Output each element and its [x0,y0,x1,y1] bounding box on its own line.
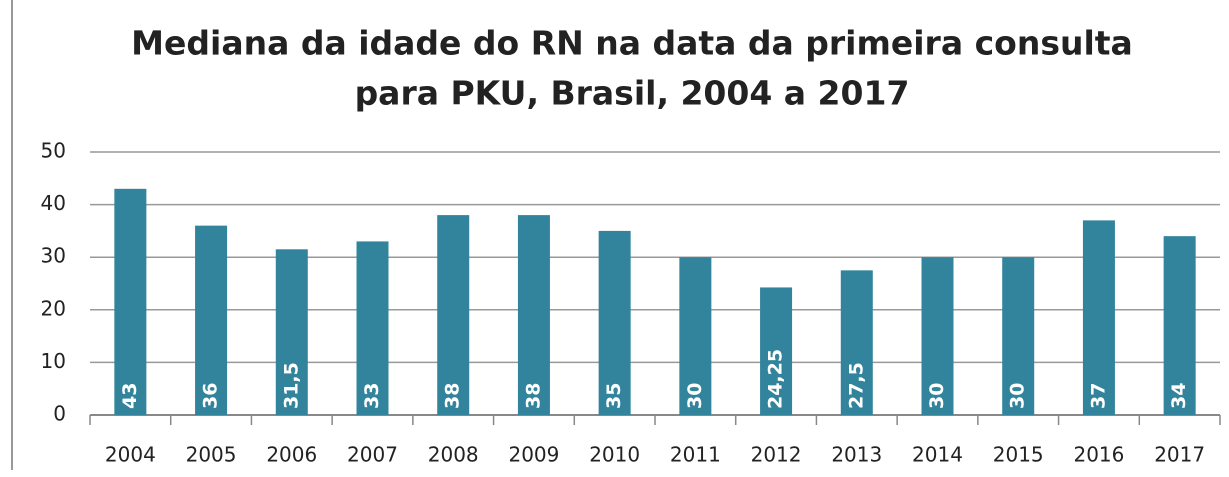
value-label: 33 [361,383,383,409]
x-tick-label: 2015 [993,443,1044,467]
value-label: 30 [1007,383,1029,409]
bar [679,257,712,415]
bar [195,225,228,415]
y-tick-label: 30 [41,244,66,268]
y-tick-label: 20 [41,296,66,320]
bar [598,230,631,415]
value-label: 30 [684,383,706,409]
bar [517,215,550,415]
x-tick-label: 2009 [508,443,559,467]
bar [1002,257,1035,415]
y-tick-label: 10 [41,349,66,373]
y-tick-label: 40 [41,191,66,215]
x-tick-label: 2017 [1154,443,1205,467]
y-tick-label: 0 [53,402,66,426]
value-label: 43 [119,383,141,409]
y-tick-label: 50 [41,139,66,163]
x-tick-label: 2012 [751,443,802,467]
x-tick-label: 2005 [186,443,237,467]
x-tick-label: 2004 [105,443,156,467]
value-label: 35 [603,383,625,409]
x-tick-label: 2013 [831,443,882,467]
x-tick-label: 2007 [347,443,398,467]
value-label: 38 [522,383,544,409]
value-label: 31,5 [280,362,302,409]
bar [840,270,873,415]
bar [275,249,308,415]
x-tick-label: 2011 [670,443,721,467]
bar [921,257,954,415]
x-tick-label: 2014 [912,443,963,467]
chart-title: Mediana da idade do RN na data da primei… [131,24,1133,63]
bar [1163,236,1196,415]
x-tick-label: 2008 [428,443,479,467]
bar [356,241,389,415]
value-label: 36 [200,383,222,409]
bar [437,215,470,415]
value-label: 34 [1168,383,1190,409]
value-label: 24,25 [765,349,787,409]
x-tick-label: 2016 [1073,443,1124,467]
value-label: 30 [926,383,948,409]
value-label: 38 [442,383,464,409]
bar [1082,220,1115,415]
x-tick-label: 2006 [266,443,317,467]
value-label: 37 [1087,383,1109,409]
bar [114,188,147,415]
value-label: 27,5 [845,362,867,409]
chart-title: para PKU, Brasil, 2004 a 2017 [355,74,910,113]
bar [760,287,793,415]
x-tick-label: 2010 [589,443,640,467]
